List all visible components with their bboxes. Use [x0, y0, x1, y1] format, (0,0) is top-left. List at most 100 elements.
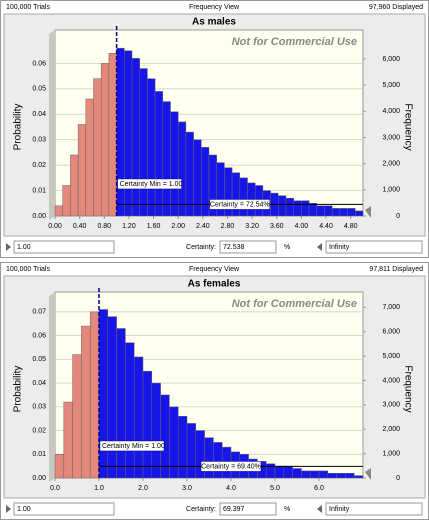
max-grip[interactable]	[317, 505, 322, 513]
y2-tick-label: 3,000	[382, 402, 400, 409]
histogram-bar	[316, 205, 325, 217]
histogram-bar	[131, 58, 140, 217]
certainty-value: 72.538	[223, 244, 245, 251]
max-value: Infinity	[329, 506, 350, 513]
histogram-bar	[318, 470, 329, 479]
histogram-bar	[162, 101, 171, 217]
certainty-label: Certainty = 72.54%	[210, 201, 270, 208]
histogram-bar	[301, 200, 310, 217]
certainty-unit: %	[284, 244, 290, 251]
certainty-input[interactable]	[219, 240, 277, 254]
y-tick-label: 0.06	[32, 60, 46, 67]
histogram-bar	[63, 401, 73, 479]
y-tick-label: 0.07	[32, 309, 46, 316]
y2-axis-label: Frequency	[402, 365, 413, 412]
x-tick-label: 5.0	[270, 485, 280, 492]
plot-wall	[49, 292, 55, 482]
y2-tick-label: 4,000	[382, 108, 400, 115]
x-tick-label: 1.60	[147, 223, 161, 230]
histogram-bar	[133, 356, 144, 479]
range-grip[interactable]	[365, 468, 371, 480]
histogram-bar	[331, 208, 341, 217]
y-axis-label: Probability	[13, 366, 24, 413]
x-tick-label: 4.00	[295, 223, 309, 230]
histogram-bar	[177, 121, 187, 217]
y2-tick-label: 3,000	[382, 134, 400, 141]
y-tick-label: 0.01	[32, 451, 46, 458]
histogram-bar	[169, 406, 179, 479]
header-trials: 100,000 Trials	[6, 4, 50, 11]
min-grip[interactable]	[6, 243, 11, 251]
histogram-bar	[278, 195, 287, 217]
histogram-bar	[177, 416, 188, 479]
header-displayed: 97,960 Displayed	[369, 4, 423, 11]
y-tick-label: 0.06	[32, 332, 46, 339]
y2-axis-label: Frequency	[402, 103, 413, 150]
certainty-caption: Certainty:	[186, 506, 216, 513]
histogram-bar	[147, 78, 156, 217]
histogram-bar	[116, 328, 126, 479]
x-tick-label: 2.40	[196, 223, 210, 230]
max-value: Infinity	[329, 244, 350, 251]
chart-title: As females	[188, 279, 241, 290]
histogram-bar	[100, 63, 110, 217]
histogram-bar	[85, 98, 94, 217]
y-tick-label: 0.04	[32, 380, 46, 387]
histogram-bar	[72, 354, 82, 479]
range-grip[interactable]	[365, 206, 371, 218]
certainty-value: 69.397	[223, 506, 245, 513]
x-tick-label: 3.20	[245, 223, 259, 230]
y-tick-label: 0.04	[32, 111, 46, 118]
histogram-bar	[283, 465, 293, 479]
histogram-bar	[292, 468, 302, 479]
histogram-bar	[327, 473, 337, 479]
min-input[interactable]	[13, 502, 115, 516]
y-tick-label: 0.03	[32, 137, 46, 144]
y2-tick-label: 0	[396, 213, 400, 220]
histogram-bar	[345, 473, 355, 479]
x-tick-label: 0.80	[97, 223, 111, 230]
max-input[interactable]	[325, 240, 423, 254]
histogram-bar	[353, 475, 364, 479]
header-displayed: 97,811 Displayed	[369, 266, 423, 273]
x-tick-label: 0.00	[48, 223, 62, 230]
certainty-label: Certainty = 69.40%	[201, 463, 261, 470]
certainty-input[interactable]	[219, 502, 277, 516]
histogram-bar	[170, 111, 179, 217]
y-tick-label: 0.01	[32, 187, 46, 194]
histogram-bar	[301, 470, 311, 479]
max-input[interactable]	[325, 502, 423, 516]
histogram-bar	[185, 131, 194, 217]
x-tick-label: 3.60	[270, 223, 284, 230]
y-tick-label: 0.05	[32, 86, 46, 93]
y2-tick-label: 1,000	[382, 450, 400, 457]
min-grip[interactable]	[6, 505, 11, 513]
histogram-bar	[62, 185, 71, 217]
histogram-bar	[70, 154, 79, 217]
y-tick-label: 0.02	[32, 427, 46, 434]
header-view: Frequency View	[189, 266, 240, 273]
histogram-bar	[324, 205, 333, 217]
y2-tick-label: 2,000	[382, 160, 400, 167]
histogram-bar	[125, 342, 135, 479]
x-tick-label: 2.0	[138, 485, 148, 492]
histogram-bar	[77, 124, 87, 217]
max-grip[interactable]	[317, 243, 322, 251]
histogram-bar	[204, 437, 214, 479]
histogram-bar	[201, 147, 210, 217]
y-tick-label: 0.00	[32, 213, 46, 220]
min-input[interactable]	[13, 240, 115, 254]
certainty-caption: Certainty:	[186, 244, 216, 251]
watermark: Not for Commercial Use	[232, 298, 357, 310]
histogram-bar	[339, 208, 348, 217]
histogram-bar	[186, 423, 197, 479]
x-tick-label: 0.40	[73, 223, 87, 230]
histogram-bar	[54, 454, 65, 479]
histogram-bar	[154, 91, 164, 217]
histogram-bar	[213, 442, 223, 479]
histogram-bar	[142, 370, 153, 479]
y2-tick-label: 5,000	[382, 353, 400, 360]
y2-tick-label: 6,000	[382, 329, 400, 336]
x-tick-label: 2.00	[171, 223, 185, 230]
y2-tick-label: 6,000	[382, 56, 400, 63]
